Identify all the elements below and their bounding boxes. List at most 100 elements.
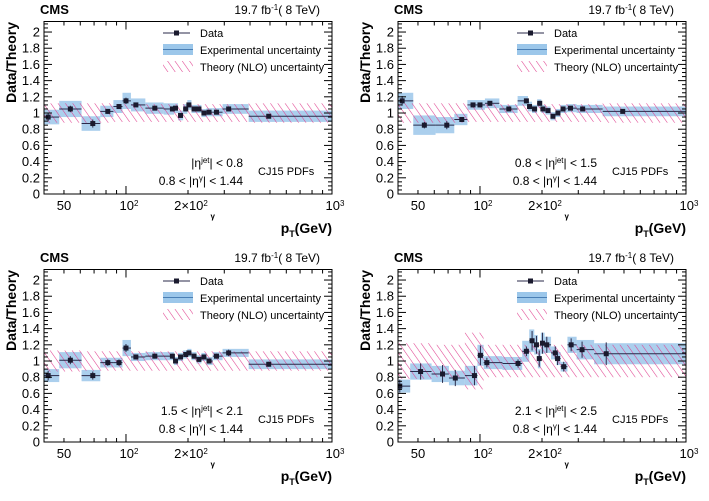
- x-tick-label: 50: [57, 446, 71, 461]
- data-point: [191, 106, 197, 112]
- x-tick-label-exponent: 2: [557, 447, 562, 456]
- data-point: [552, 350, 558, 356]
- y-tick-label: 1.6: [22, 57, 40, 72]
- data-point: [580, 106, 586, 112]
- y-axis-title-text: Data/Theory: [357, 22, 373, 103]
- y-tick-label: 1.4: [376, 73, 394, 88]
- data-point: [206, 358, 212, 364]
- y-tick-label-text: 0.8: [376, 370, 394, 385]
- lumi-unit-exponent: -1: [271, 3, 279, 12]
- x-tick-label-text: 2×10: [174, 198, 203, 213]
- eta-jet-range-label: 2.1 < |ηjet| < 2.5: [515, 404, 597, 419]
- y-tick-label-text: 2: [33, 25, 40, 40]
- y-tick-label-text: 0.6: [22, 138, 40, 153]
- theory-uncertainty-band: [566, 104, 577, 122]
- legend-data-marker: [528, 278, 533, 284]
- data-point: [533, 342, 539, 348]
- x-tick-label: 103: [680, 198, 699, 213]
- x-tick-label-exponent: 2: [134, 447, 139, 456]
- y-tick-label-text: 1.6: [22, 305, 40, 320]
- x-tick-label-text: 50: [411, 198, 425, 213]
- eta-jet-symbol: |η: [191, 156, 201, 170]
- data-point: [105, 108, 111, 114]
- x-axis-title: pT (GeV): [635, 468, 686, 487]
- data-point: [191, 353, 197, 359]
- data-point: [484, 360, 490, 366]
- y-tick-label: 2: [387, 25, 394, 40]
- y-tick-label: 0.8: [376, 122, 394, 137]
- y-tick-label: 0: [387, 435, 394, 450]
- y-tick-label: 1.8: [22, 41, 40, 56]
- x-tick-label-text: 10: [680, 446, 694, 461]
- data-point: [540, 106, 546, 112]
- eta-jet-symbol: |η: [545, 156, 555, 170]
- theory-uncertainty-band: [435, 103, 455, 123]
- legend-entry-experimental: Experimental uncertainty: [554, 45, 676, 57]
- data-point: [67, 357, 73, 363]
- y-tick-label: 0: [33, 187, 40, 202]
- theory-uncertainty-band: [81, 351, 101, 371]
- eta-jet-range-label: |ηjet| < 0.8: [191, 156, 243, 171]
- x-tick-label: 103: [326, 446, 345, 461]
- lumi-value: 19.7 fb: [234, 3, 271, 17]
- data-point: [133, 354, 139, 360]
- eta-gamma-range-label: 0.8 < |ηγ| < 1.44: [513, 174, 598, 189]
- theory-uncertainty-band: [163, 104, 174, 122]
- eta-jet-post: | < 2.5: [564, 404, 598, 418]
- eta-gamma-post: | < 1.44: [557, 174, 597, 188]
- theory-uncertainty-band: [413, 103, 436, 123]
- data-point: [545, 108, 551, 114]
- theory-uncertainty-band: [130, 104, 146, 122]
- y-tick-label: 2: [33, 273, 40, 288]
- data-point: [620, 108, 626, 114]
- y-tick-label-text: 1.8: [376, 289, 394, 304]
- eta-jet-range-label: 0.8 < |ηjet| < 1.5: [515, 156, 597, 171]
- pdf-label: CJ15 PDFs: [612, 166, 669, 178]
- theory-uncertainty-band: [550, 104, 556, 122]
- pdf-label-text: CJ15 PDFs: [612, 414, 669, 426]
- theory-uncertainty-band: [532, 104, 538, 122]
- data-point: [133, 102, 139, 108]
- theory-uncertainty-band: [448, 344, 465, 378]
- legend-theory-text: Theory (NLO) uncertainty: [554, 310, 679, 322]
- data-point: [537, 100, 543, 106]
- y-tick-label: 1.6: [376, 305, 394, 320]
- eta-gamma-post: | < 1.44: [557, 422, 597, 436]
- data-point: [123, 345, 129, 351]
- theory-uncertainty-band: [540, 344, 545, 378]
- x-tick-label-exponent: 2: [134, 199, 139, 208]
- x-axis-title-main: p: [281, 220, 290, 236]
- data-point: [560, 106, 566, 112]
- x-axis-title-main: p: [635, 468, 644, 484]
- x-tick-label-exponent: 2: [203, 199, 208, 208]
- x-axis-title-sub: T: [643, 229, 649, 239]
- y-tick-label: 0.2: [376, 170, 394, 185]
- x-tick-label-text: 10: [474, 446, 488, 461]
- y-tick-label: 0.4: [376, 154, 394, 169]
- data-point: [471, 373, 477, 379]
- legend-data-text: Data: [554, 28, 578, 40]
- eta-gamma-symbol: |η: [543, 174, 553, 188]
- x-tick-label-exponent: 2: [488, 447, 493, 456]
- legend-data-marker: [174, 30, 179, 36]
- data-point: [105, 360, 111, 366]
- y-tick-label-text: 0: [33, 435, 40, 450]
- x-tick-label: 103: [326, 198, 345, 213]
- y-tick-label: 1.4: [376, 321, 394, 336]
- y-tick-label: 2: [33, 25, 40, 40]
- x-tick-label-text: 2×10: [528, 198, 557, 213]
- legend-theory-text: Theory (NLO) uncertainty: [200, 62, 325, 74]
- lumi-energy: ( 8 TeV): [278, 251, 320, 265]
- data-point: [567, 105, 573, 111]
- data-point: [440, 371, 446, 377]
- y-tick-label: 0.8: [376, 370, 394, 385]
- lumi-unit-exponent: -1: [625, 3, 633, 12]
- x-tick-label-text: 2×10: [528, 446, 557, 461]
- legend-data-text: Data: [554, 276, 578, 288]
- plot-area: [398, 329, 686, 393]
- y-tick-label: 0.2: [22, 418, 40, 433]
- theory-uncertainty-band: [551, 344, 557, 378]
- x-tick-label-exponent: 3: [340, 447, 345, 456]
- x-axis-title-sup: γ: [565, 460, 570, 469]
- x-tick-label: 2×102: [174, 198, 208, 213]
